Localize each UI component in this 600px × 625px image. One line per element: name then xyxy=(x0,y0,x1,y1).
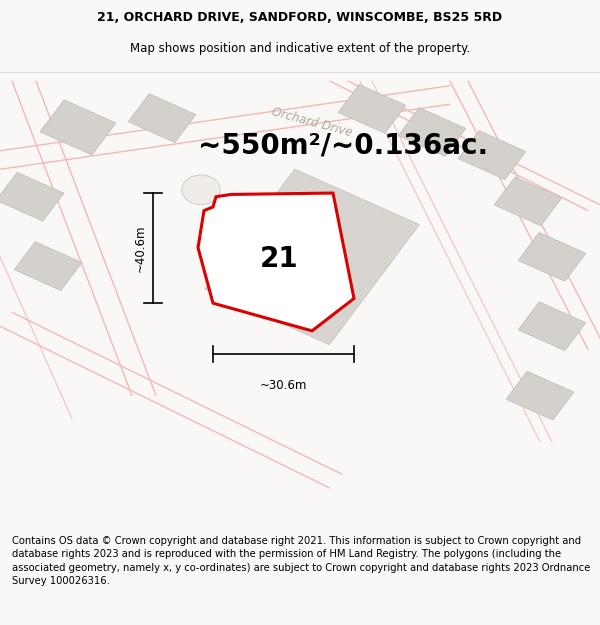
Text: ~30.6m: ~30.6m xyxy=(260,379,307,392)
Polygon shape xyxy=(14,242,82,291)
Text: 21, ORCHARD DRIVE, SANDFORD, WINSCOMBE, BS25 5RD: 21, ORCHARD DRIVE, SANDFORD, WINSCOMBE, … xyxy=(97,11,503,24)
Polygon shape xyxy=(0,173,64,221)
Polygon shape xyxy=(338,84,406,133)
Polygon shape xyxy=(518,302,586,351)
Polygon shape xyxy=(205,169,419,345)
Text: Map shows position and indicative extent of the property.: Map shows position and indicative extent… xyxy=(130,42,470,54)
Circle shape xyxy=(182,175,220,204)
Polygon shape xyxy=(506,371,574,420)
Text: ~550m²/~0.136ac.: ~550m²/~0.136ac. xyxy=(198,132,488,160)
Polygon shape xyxy=(398,107,466,156)
Polygon shape xyxy=(128,94,196,142)
Polygon shape xyxy=(458,131,526,179)
Polygon shape xyxy=(518,232,586,281)
Text: ~40.6m: ~40.6m xyxy=(133,224,146,272)
Polygon shape xyxy=(494,177,562,226)
Text: 21: 21 xyxy=(260,245,298,273)
Polygon shape xyxy=(198,193,354,331)
Polygon shape xyxy=(40,100,116,155)
Text: Orchard Drive: Orchard Drive xyxy=(270,106,354,140)
Text: Contains OS data © Crown copyright and database right 2021. This information is : Contains OS data © Crown copyright and d… xyxy=(12,536,590,586)
